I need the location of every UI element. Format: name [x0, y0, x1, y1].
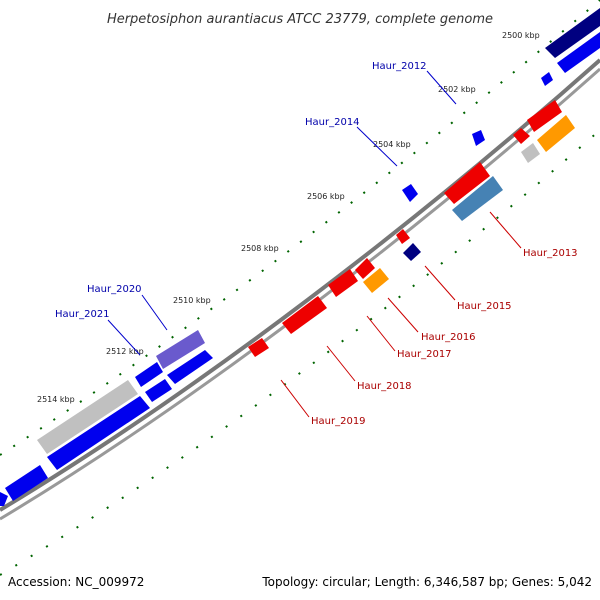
gene-reverse-gray[interactable]: [521, 143, 540, 163]
gene-label-haur-2015[interactable]: Haur_2015: [457, 301, 512, 312]
gene-label-haur-2021[interactable]: Haur_2021: [55, 309, 110, 320]
label-leaders-reverse: [280, 211, 522, 418]
gene-reverse[interactable]: [282, 296, 327, 334]
gene-forward[interactable]: [167, 350, 213, 384]
gene-label-haur-2012[interactable]: Haur_2012: [372, 61, 427, 72]
gene-reverse-orange[interactable]: [537, 115, 575, 152]
tick-label-2506: 2506 kbp: [307, 192, 345, 201]
gene-label-haur-2019[interactable]: Haur_2019: [311, 416, 366, 427]
tick-labels: 2500 kbp 2502 kbp 2504 kbp 2506 kbp 2508…: [37, 31, 540, 404]
tick-label-2500: 2500 kbp: [502, 31, 540, 40]
tick-label-2504: 2504 kbp: [373, 140, 411, 149]
tick-track-inner: [0, 129, 600, 576]
gene-reverse-dark[interactable]: [403, 243, 421, 261]
gene-forward[interactable]: [557, 32, 600, 73]
gene-forward[interactable]: [0, 492, 8, 506]
gene-label-haur-2017[interactable]: Haur_2017: [397, 349, 452, 360]
gene-forward[interactable]: [135, 362, 163, 387]
reverse-genes: [248, 100, 575, 357]
gene-label-haur-2014[interactable]: Haur_2014: [305, 117, 360, 128]
gene-forward[interactable]: [47, 396, 150, 470]
topology-summary-text: Topology: circular; Length: 6,346,587 bp…: [262, 575, 592, 589]
gene-forward[interactable]: [145, 379, 172, 402]
forward-genes: [0, 8, 600, 506]
gene-forward[interactable]: [541, 72, 553, 86]
gene-label-haur-2016[interactable]: Haur_2016: [421, 332, 476, 343]
gene-reverse[interactable]: [513, 128, 530, 144]
tick-label-2508: 2508 kbp: [241, 244, 279, 253]
gene-forward-purple[interactable]: [156, 330, 205, 369]
gene-labels-forward: Haur_2012 Haur_2014 Haur_2020 Haur_2021: [55, 61, 427, 320]
gene-forward-dark[interactable]: [545, 8, 600, 58]
gene-labels-reverse: Haur_2013 Haur_2015 Haur_2016 Haur_2017 …: [311, 248, 578, 427]
tick-label-2502: 2502 kbp: [438, 85, 476, 94]
gene-forward[interactable]: [472, 130, 485, 146]
tick-label-2514: 2514 kbp: [37, 395, 75, 404]
gene-forward[interactable]: [402, 184, 418, 202]
accession-text: Accession: NC_009972: [8, 575, 145, 589]
gene-reverse[interactable]: [248, 338, 269, 357]
gene-reverse-steel[interactable]: [452, 176, 503, 221]
gene-forward[interactable]: [5, 465, 48, 501]
gene-reverse[interactable]: [328, 269, 358, 297]
gene-reverse[interactable]: [396, 229, 410, 244]
gene-label-haur-2013[interactable]: Haur_2013: [523, 248, 578, 259]
gene-reverse[interactable]: [527, 100, 562, 132]
gene-forward-gray[interactable]: [37, 380, 138, 454]
tick-label-2512: 2512 kbp: [106, 347, 144, 356]
tick-label-2510: 2510 kbp: [173, 296, 211, 305]
label-leaders-forward: [107, 70, 457, 356]
gene-reverse-orange[interactable]: [363, 268, 389, 293]
gene-reverse[interactable]: [444, 162, 490, 204]
gene-label-haur-2018[interactable]: Haur_2018: [357, 381, 412, 392]
tick-track-outer: [0, 0, 600, 456]
gene-reverse[interactable]: [355, 258, 375, 279]
map-title: Herpetosiphon aurantiacus ATCC 23779, co…: [107, 12, 493, 27]
gene-label-haur-2020[interactable]: Haur_2020: [87, 284, 142, 295]
